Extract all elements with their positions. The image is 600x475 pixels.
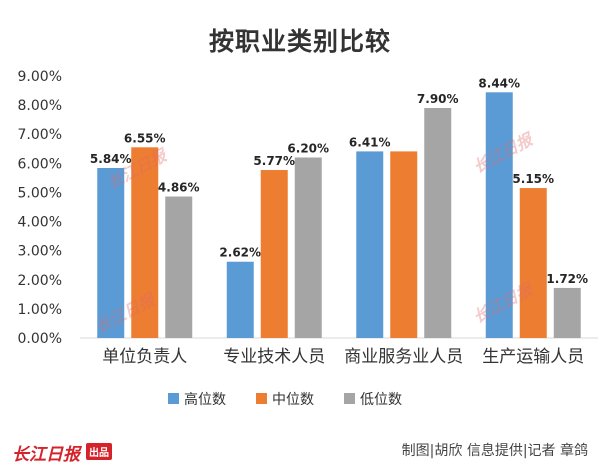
legend-swatch (168, 393, 179, 404)
legend-label: 低位数 (360, 392, 402, 408)
bar-mid (260, 170, 288, 338)
credit-text: 制图|胡欣 信息提供|记者 章鸽 (401, 443, 588, 459)
data-label: 6.41% (349, 135, 391, 149)
data-label: 5.77% (253, 154, 295, 168)
footer: 长江日报 出品 制图|胡欣 信息提供|记者 章鸽 (0, 440, 600, 475)
chart-title: 按职业类别比较 (208, 27, 391, 56)
bar-high (485, 92, 513, 339)
brand-logo: 长江日报 (12, 445, 80, 465)
y-tick-label: 7.00% (18, 127, 62, 143)
bar-mid (519, 188, 547, 338)
x-category-label: 商业服务业人员 (344, 347, 463, 367)
bar-mid (390, 151, 418, 338)
data-label: 6.20% (287, 142, 329, 156)
bar-low (553, 287, 581, 338)
bar-mid (131, 147, 159, 338)
legend-swatch (344, 393, 355, 404)
bar-high (97, 167, 125, 338)
y-tick-label: 3.00% (18, 244, 62, 260)
y-tick-label: 6.00% (18, 156, 62, 172)
data-label: 5.15% (512, 172, 554, 186)
x-category-label: 生产运输人员 (482, 347, 584, 367)
bar-high (356, 151, 384, 338)
y-tick-label: 8.00% (18, 98, 62, 114)
data-label: 6.55% (124, 131, 166, 145)
legend-swatch (256, 393, 267, 404)
data-label: 2.62% (219, 246, 261, 260)
y-tick-label: 5.00% (18, 185, 62, 201)
y-tick-label: 0.00% (18, 331, 62, 347)
bar-low (294, 157, 322, 338)
data-label: 4.86% (158, 181, 200, 195)
data-label: 7.90% (417, 92, 459, 106)
data-label: 8.44% (478, 76, 520, 90)
bar-low (165, 196, 193, 338)
y-tick-label: 9.00% (18, 69, 62, 85)
x-category-label: 专业技术人员 (223, 347, 325, 367)
y-tick-label: 1.00% (18, 302, 62, 318)
data-label: 5.84% (90, 152, 132, 166)
legend-label: 高位数 (184, 391, 226, 408)
bar-high (226, 261, 254, 338)
brand-badge: 出品 (86, 443, 112, 460)
legend-label: 中位数 (272, 392, 314, 408)
y-tick-label: 2.00% (18, 273, 62, 289)
data-label: 1.72% (546, 272, 588, 286)
x-category-label: 单位负责人 (102, 347, 187, 367)
bar-low (424, 108, 452, 339)
y-tick-label: 4.00% (18, 215, 62, 231)
